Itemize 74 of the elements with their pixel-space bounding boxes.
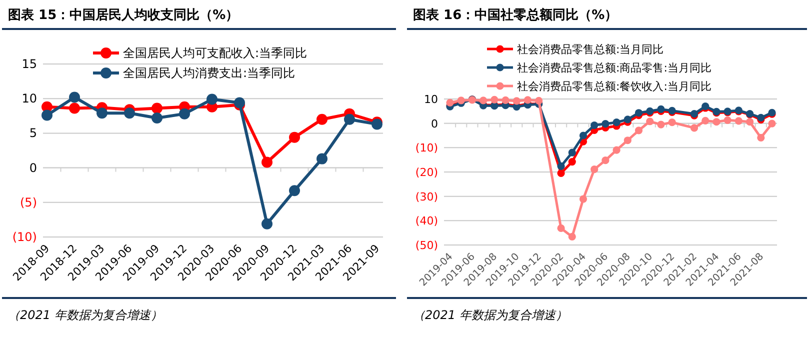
point <box>152 112 162 124</box>
point <box>152 102 162 114</box>
point <box>668 118 676 126</box>
point <box>612 118 620 126</box>
point <box>690 124 698 132</box>
point <box>69 92 80 103</box>
point <box>579 195 588 203</box>
point <box>624 136 632 144</box>
point <box>634 109 643 117</box>
point <box>712 118 720 126</box>
point <box>262 156 272 168</box>
legend-label: 全国居民人均消费支出:当季同比 <box>123 66 296 80</box>
point <box>502 96 510 104</box>
y-tick-label: (10) <box>415 142 438 155</box>
legend-label: 社会消费品零售总额:当月同比 <box>517 43 664 56</box>
point <box>724 116 732 124</box>
y-tick-label: 0 <box>29 160 37 175</box>
point <box>602 120 610 128</box>
point <box>446 98 454 106</box>
point <box>612 146 620 154</box>
y-tick-label: (40) <box>415 214 438 228</box>
chart-title: 图表 15：中国居民人均收支同比（%） <box>8 8 239 23</box>
point <box>646 118 654 126</box>
y-tick-label: (30) <box>415 190 438 204</box>
y-tick-label: 10 <box>22 92 37 106</box>
y-tick-label: (50) <box>415 239 438 252</box>
point <box>69 102 80 114</box>
chart-title: 图表 16：中国社零总额同比（%） <box>413 7 618 23</box>
point <box>316 153 328 164</box>
point <box>624 116 632 124</box>
point <box>568 158 576 166</box>
y-tick-label: 10 <box>424 93 438 106</box>
y-tick-label: 0 <box>431 117 438 130</box>
text: （2021 年数据为复合增速） <box>8 308 162 322</box>
point <box>316 114 328 125</box>
point <box>96 108 108 119</box>
point <box>512 97 520 105</box>
point <box>568 148 576 156</box>
y-tick-label: 15 <box>22 57 37 71</box>
legend-label: 全国居民人均可支配收入:当季同比 <box>123 46 308 60</box>
point <box>568 232 576 241</box>
point <box>124 108 135 119</box>
point <box>768 120 776 128</box>
legend-label: 社会消费品零售总额:商品零售:当月同比 <box>517 62 712 74</box>
point <box>179 108 190 120</box>
legend-label: 社会消费品零售总额:餐饮收入:当月同比 <box>517 80 712 93</box>
point <box>535 96 543 105</box>
point <box>289 185 300 196</box>
point <box>344 114 355 125</box>
point <box>702 116 710 124</box>
point <box>524 96 532 104</box>
point <box>602 156 610 164</box>
point <box>289 132 300 143</box>
point <box>42 110 52 121</box>
point <box>746 118 754 126</box>
point <box>490 96 498 104</box>
point <box>634 126 643 134</box>
y-tick-label: (10) <box>12 230 37 244</box>
point <box>557 169 565 178</box>
point <box>557 224 565 232</box>
y-tick-label: 5 <box>29 126 37 140</box>
point <box>657 120 665 128</box>
point <box>590 121 598 130</box>
y-tick-label: (20) <box>415 166 438 179</box>
text: （2021 年数据为复合增速） <box>413 308 568 322</box>
point <box>262 218 272 230</box>
point <box>480 96 488 104</box>
point <box>590 166 598 174</box>
y-tick-label: (5) <box>20 195 37 210</box>
point <box>734 117 742 125</box>
point <box>579 132 588 140</box>
point <box>557 162 565 170</box>
point <box>757 134 765 142</box>
point <box>206 94 218 105</box>
